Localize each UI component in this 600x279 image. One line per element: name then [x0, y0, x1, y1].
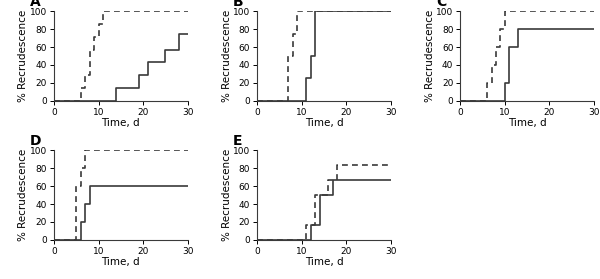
X-axis label: Time, d: Time, d — [101, 118, 140, 128]
Text: A: A — [30, 0, 41, 9]
X-axis label: Time, d: Time, d — [305, 257, 343, 267]
Text: E: E — [233, 134, 242, 148]
Text: D: D — [30, 134, 41, 148]
X-axis label: Time, d: Time, d — [508, 118, 547, 128]
X-axis label: Time, d: Time, d — [305, 118, 343, 128]
X-axis label: Time, d: Time, d — [101, 257, 140, 267]
Y-axis label: % Recrudescence: % Recrudescence — [221, 10, 232, 102]
Y-axis label: % Recrudescence: % Recrudescence — [19, 149, 28, 241]
Y-axis label: % Recrudescence: % Recrudescence — [221, 149, 232, 241]
Text: C: C — [436, 0, 446, 9]
Text: B: B — [233, 0, 244, 9]
Y-axis label: % Recrudescence: % Recrudescence — [19, 10, 28, 102]
Y-axis label: % Recrudescence: % Recrudescence — [425, 10, 435, 102]
